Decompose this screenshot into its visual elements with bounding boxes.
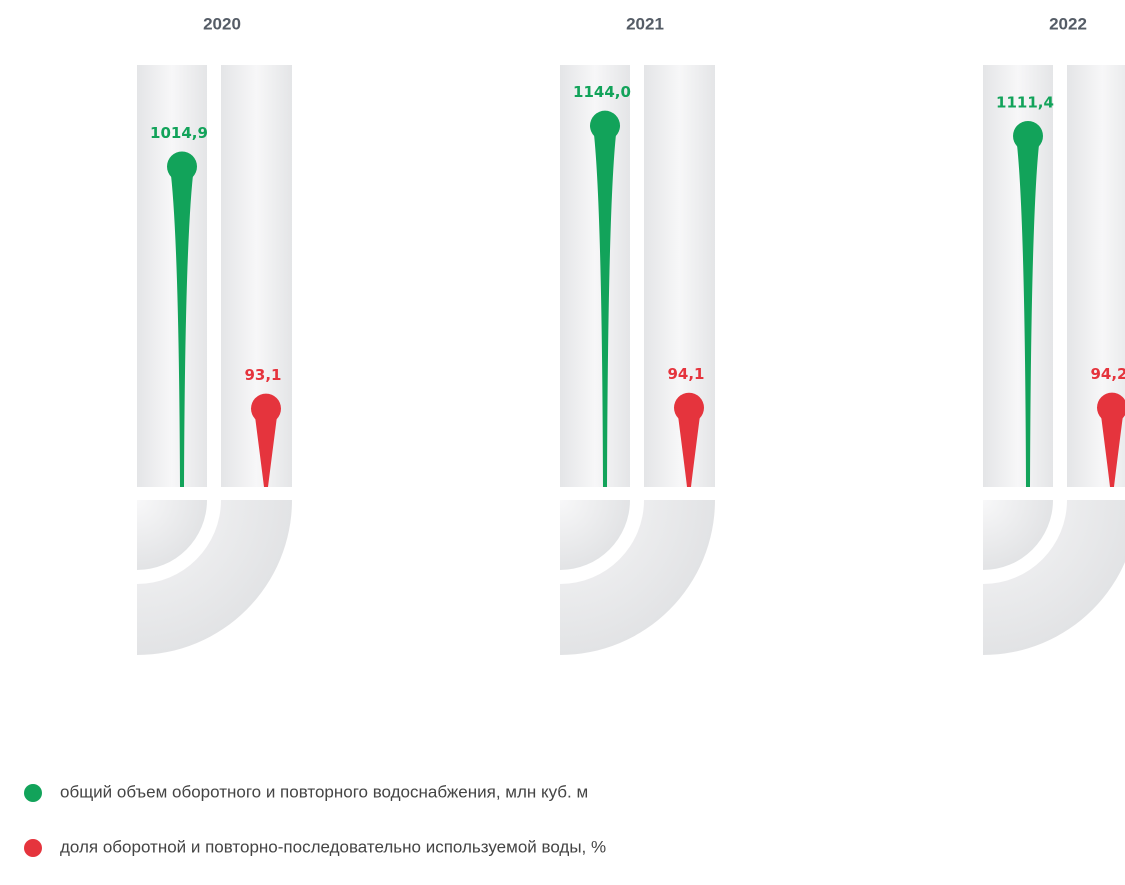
elbow xyxy=(983,500,1125,655)
legend-marker xyxy=(24,784,42,802)
lollipop-head xyxy=(1097,392,1125,423)
tube xyxy=(137,65,207,487)
lollipop-stem xyxy=(254,408,278,487)
elbow xyxy=(137,500,292,655)
lollipop-head xyxy=(590,110,620,141)
lollipop-stem xyxy=(677,407,701,487)
lollipop-stem xyxy=(1100,407,1124,487)
legend-marker xyxy=(24,839,42,857)
legend-label: доля оборотной и повторно-последовательн… xyxy=(60,837,606,856)
lollipop xyxy=(251,393,281,487)
elbow xyxy=(137,500,207,570)
legend-label: общий объем оборотного и повторного водо… xyxy=(60,782,588,801)
lollipop-head xyxy=(167,151,197,182)
lollipop xyxy=(1097,392,1125,487)
lollipop xyxy=(674,392,704,487)
lollipop-stem xyxy=(170,166,194,487)
value-label: 94,2 xyxy=(1090,365,1125,383)
year-label: 2021 xyxy=(626,14,664,33)
elbow xyxy=(560,500,630,570)
lollipop xyxy=(167,151,197,487)
lollipop-stem xyxy=(1016,135,1040,487)
lollipop-head xyxy=(674,392,704,423)
lollipop-head xyxy=(251,393,281,424)
lollipop-stem xyxy=(593,125,617,487)
elbow xyxy=(983,500,1053,570)
value-label: 1111,4 xyxy=(996,93,1054,111)
year-label: 2022 xyxy=(1049,14,1087,33)
value-label: 94,1 xyxy=(667,365,704,383)
value-label: 93,1 xyxy=(244,366,281,384)
lollipop xyxy=(1013,120,1043,487)
value-label: 1144,0 xyxy=(573,83,631,101)
year-label: 2020 xyxy=(203,14,241,33)
lollipop xyxy=(590,110,620,487)
lollipop-head xyxy=(1013,120,1043,151)
value-label: 1014,9 xyxy=(150,124,208,142)
elbow xyxy=(560,500,715,655)
